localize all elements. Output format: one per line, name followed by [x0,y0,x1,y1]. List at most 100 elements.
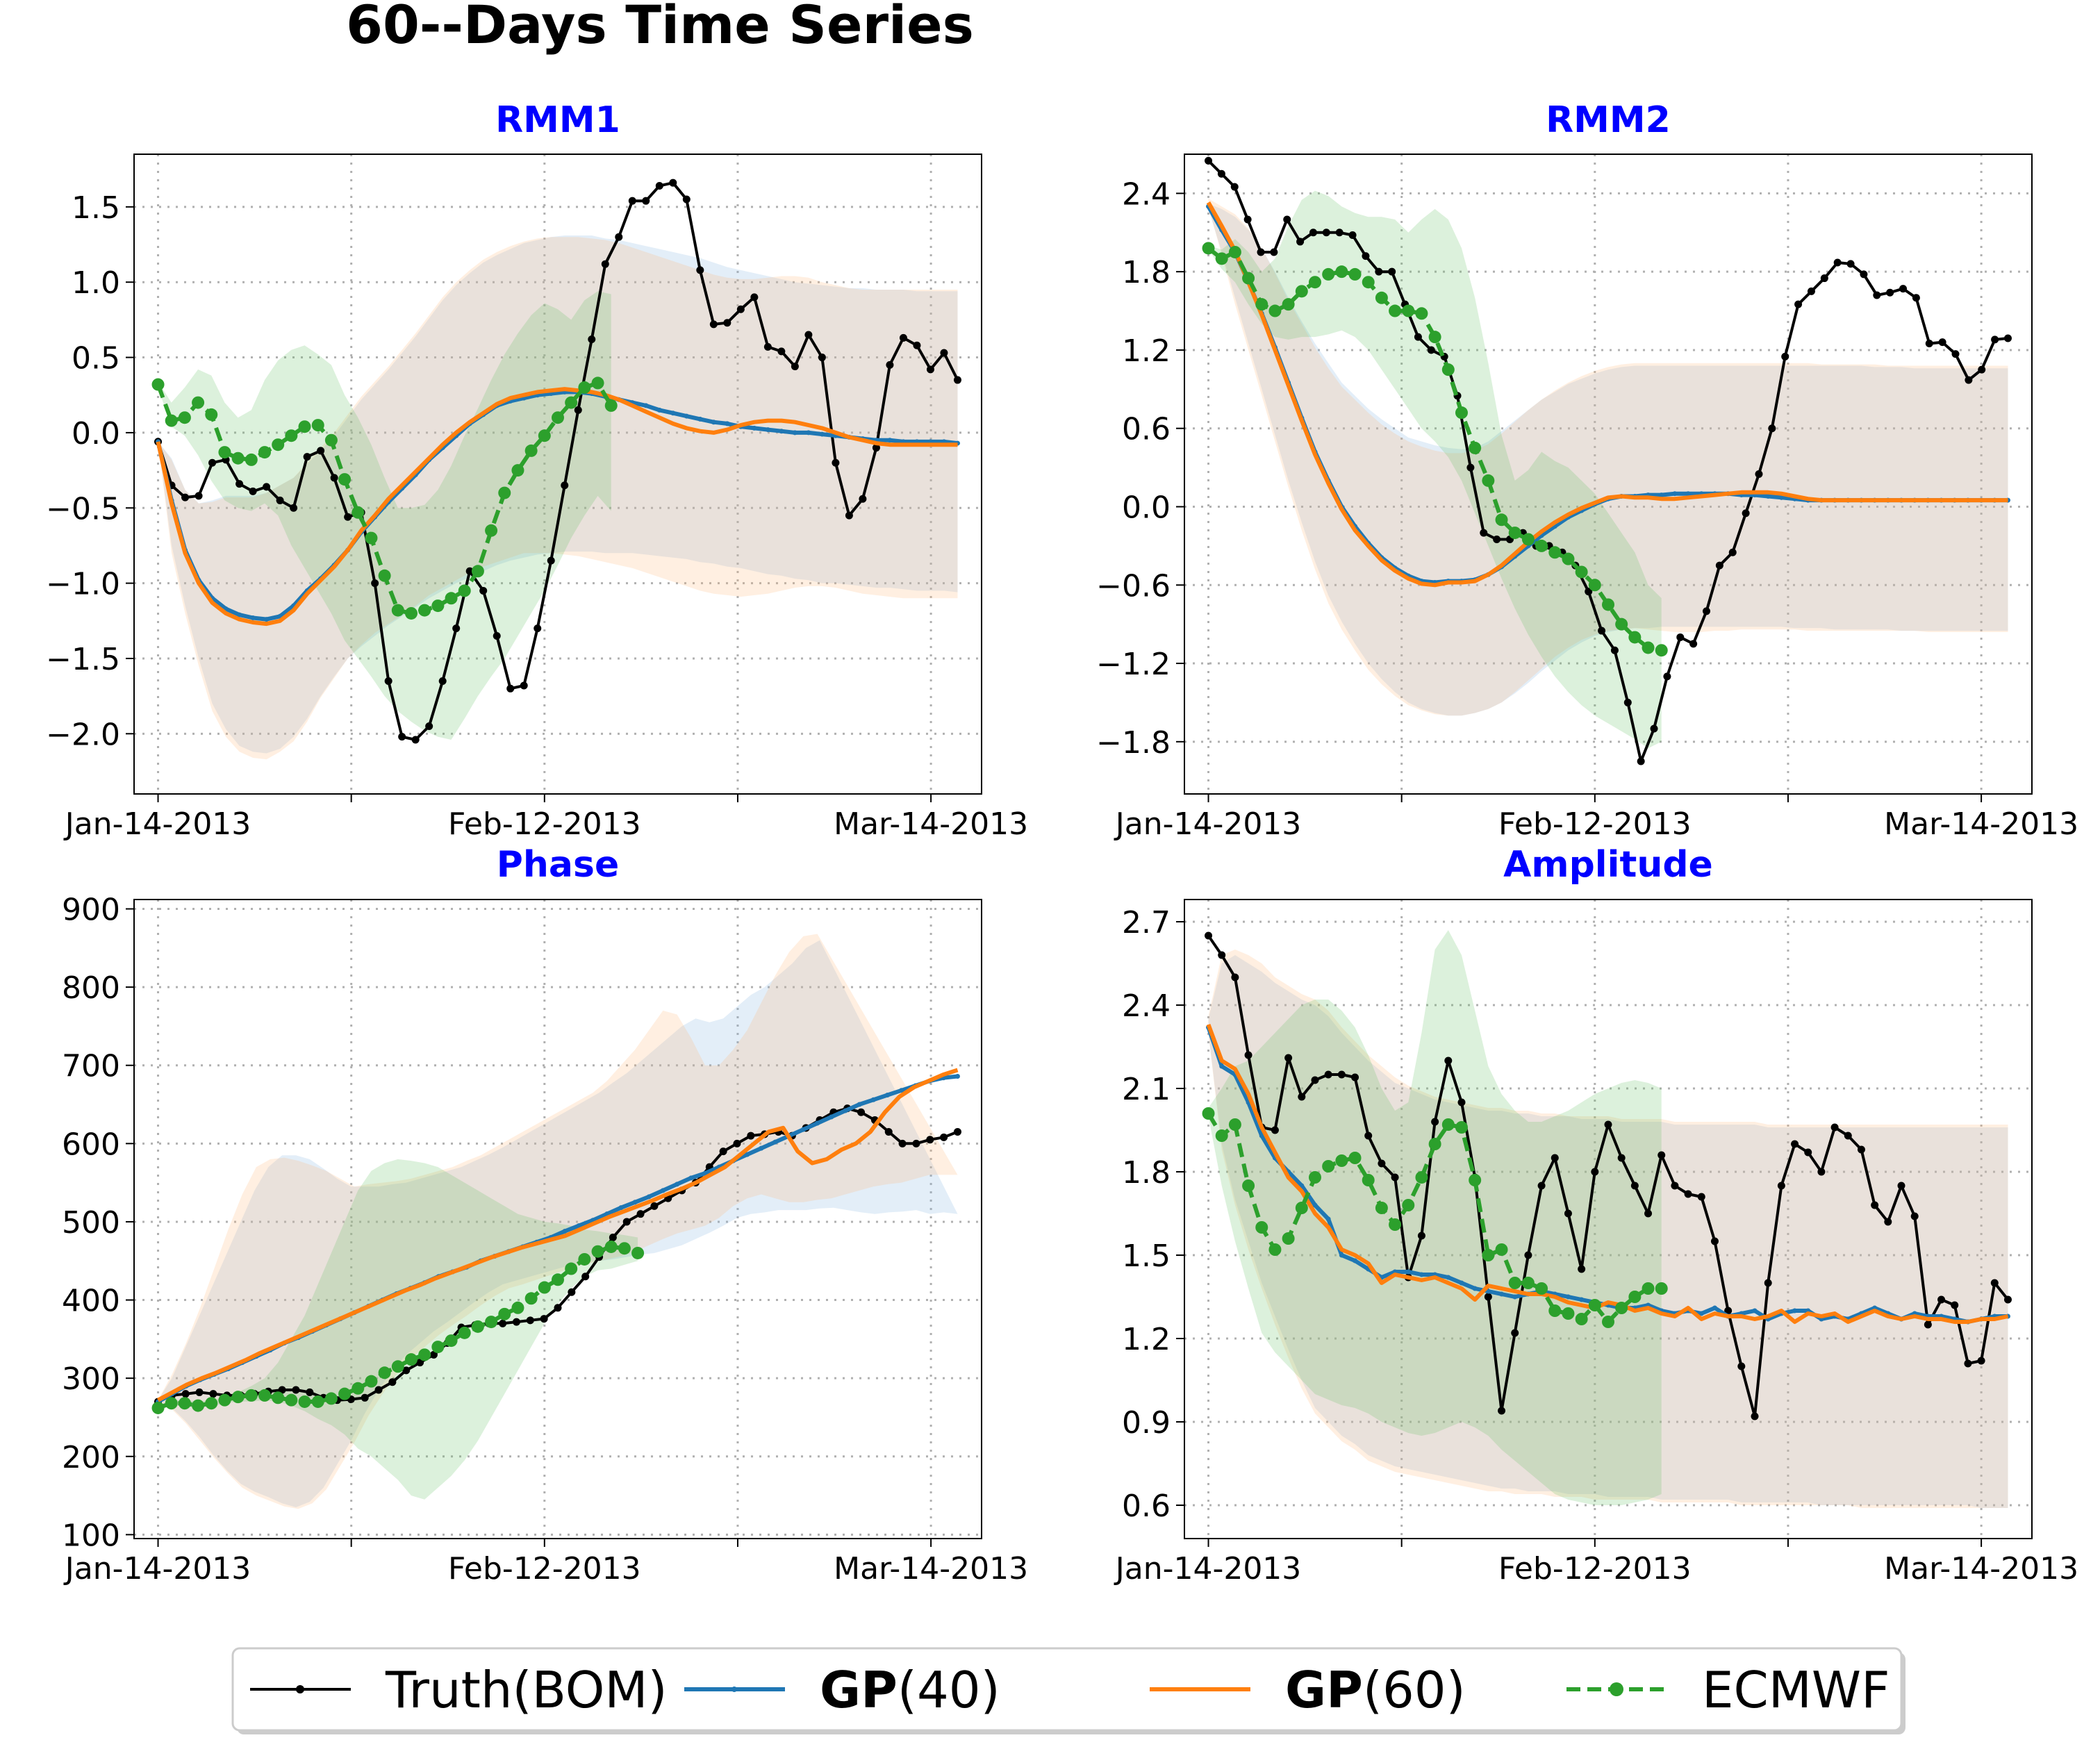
point-ecmwf [1588,579,1601,592]
point-gp40 [688,1175,694,1181]
point-ecmwf [458,1326,471,1339]
y-axis: −2.0 −1.5 −1.0 −0.5 0.0 0.5 1.0 1.5 [46,190,134,752]
point-ecmwf [1242,1179,1255,1192]
point-truth [953,1127,961,1136]
point-truth [696,266,704,274]
point-ecmwf [591,1245,604,1258]
point-ecmwf [245,453,258,466]
point-gp40 [1685,491,1691,497]
point-truth [899,333,907,342]
point-ecmwf [1428,331,1441,344]
point-truth [1777,1182,1785,1190]
point-ecmwf [471,565,484,578]
figure-title: 60--Days Time Series [346,0,974,56]
point-ecmwf [1521,1277,1535,1289]
point-gp40 [1325,1216,1331,1222]
point-truth [872,444,880,452]
point-gp40 [829,1114,834,1120]
point-truth [1431,1118,1439,1126]
point-ecmwf [1615,1302,1628,1314]
point-truth [1284,1054,1293,1062]
point-ecmwf [1575,1313,1588,1325]
point-ecmwf [511,464,524,477]
point-ecmwf [1535,539,1548,552]
point-gp40 [857,1102,862,1107]
x-tick-label: Mar-14-2013 [1884,806,2078,842]
point-truth [1965,376,1973,384]
y-tick-label: 2.4 [1122,176,1171,212]
point-gp40 [1353,1258,1358,1263]
legend-marker [731,1687,737,1692]
y-tick-label: −1.5 [46,642,120,677]
point-ecmwf [458,584,471,597]
point-truth [1257,248,1265,256]
point-truth [2003,334,2012,342]
point-ecmwf [524,1292,538,1305]
point-ecmwf [1375,291,1388,304]
point-ecmwf [324,1392,338,1405]
point-truth [452,624,461,633]
point-truth [622,1218,631,1226]
point-gp40 [264,617,270,622]
point-ecmwf [1228,1118,1241,1131]
point-truth [588,335,596,344]
point-truth [750,293,759,301]
point-ecmwf [1308,1171,1321,1184]
point-truth [1964,1359,1972,1368]
x-tick-label: Mar-14-2013 [834,806,1028,842]
subplot-title: Amplitude [1503,844,1713,886]
point-ecmwf [471,1320,484,1333]
y-tick-label: −1.2 [1096,647,1171,682]
point-truth [857,1108,866,1116]
point-gp40 [711,420,716,425]
point-truth [1205,931,1213,940]
x-axis: Jan-14-2013 Feb-12-2013 Mar-14-2013 [63,794,1028,842]
legend-entry-truth: Truth(BOM) [250,1661,668,1719]
point-truth [181,1390,190,1398]
point-ecmwf [311,419,324,432]
band-ecmwf [1208,930,1662,1505]
point-truth [540,1315,548,1323]
point-ecmwf [298,1395,311,1408]
series-lines [1202,931,2012,1420]
x-tick-label: Feb-12-2013 [448,1551,641,1586]
point-ecmwf [165,1397,178,1410]
point-truth [1417,1232,1425,1240]
point-truth [832,458,840,467]
point-ecmwf [378,569,391,582]
point-ecmwf [485,1316,498,1329]
point-truth [438,677,447,685]
point-truth [709,320,718,329]
point-truth [208,458,217,467]
point-truth [499,1319,507,1327]
point-truth [374,1386,383,1394]
point-ecmwf [431,1341,445,1354]
point-ecmwf [1375,1202,1388,1214]
point-gp40 [819,431,825,437]
point-truth [361,1393,369,1402]
point-truth [306,1388,314,1396]
point-ecmwf [1389,1218,1402,1231]
point-ecmwf [1402,1199,1415,1211]
y-tick-label: 1.2 [1122,333,1171,369]
point-gp40 [745,1152,750,1157]
point-truth [1493,535,1501,543]
point-truth [1684,1190,1692,1198]
point-truth [181,493,190,502]
subplot-title: Phase [497,844,619,886]
point-ecmwf [524,444,538,457]
band-gp60 [158,237,958,760]
point-gp40 [765,427,770,433]
point-truth [1484,1293,1492,1301]
point-ecmwf [338,1387,352,1400]
point-truth [520,681,528,690]
point-ecmwf [258,1389,271,1402]
point-ecmwf [565,396,578,409]
point-ecmwf [231,1391,245,1404]
point-ecmwf [1508,1277,1521,1289]
point-truth [1511,1329,1519,1337]
point-ecmwf [285,1393,298,1407]
point-truth [845,511,853,520]
point-truth [1751,1412,1759,1420]
point-truth [1271,1126,1279,1134]
